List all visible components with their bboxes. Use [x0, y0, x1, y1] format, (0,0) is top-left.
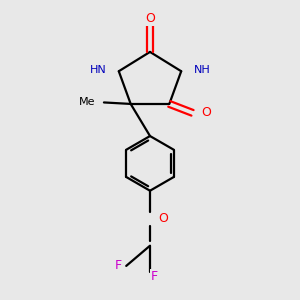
- Text: HN: HN: [90, 65, 106, 75]
- Text: F: F: [151, 269, 158, 283]
- Text: F: F: [115, 260, 122, 272]
- Text: O: O: [158, 212, 168, 226]
- Text: NH: NH: [194, 65, 210, 75]
- Text: Me: Me: [79, 98, 96, 107]
- Text: O: O: [201, 106, 211, 119]
- Text: O: O: [145, 12, 155, 25]
